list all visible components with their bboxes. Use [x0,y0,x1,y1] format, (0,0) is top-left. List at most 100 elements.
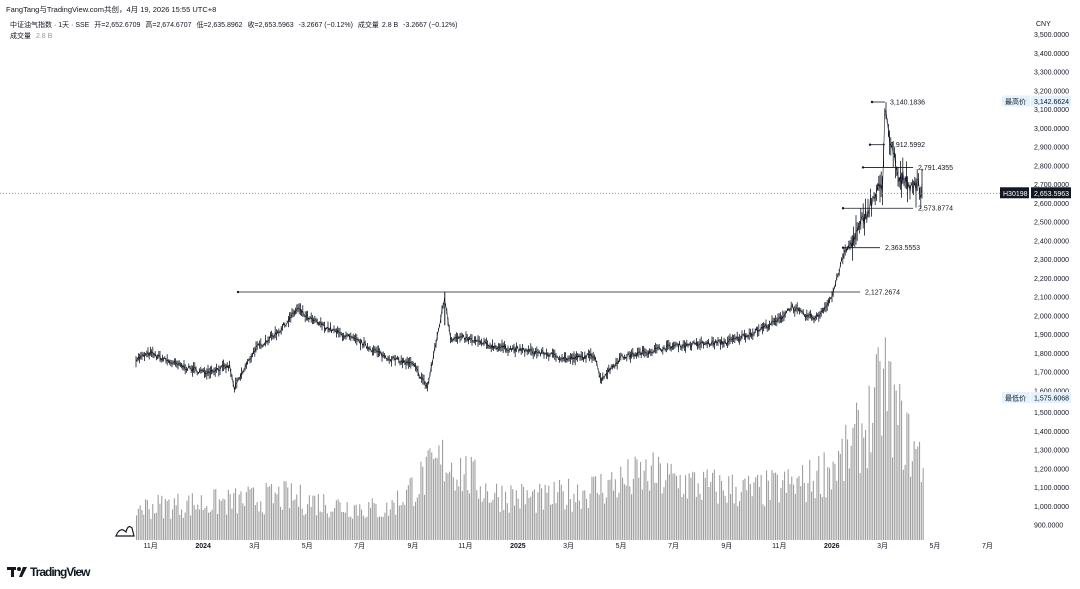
volume-bar [724,495,726,540]
time-tick-label: 7月 [982,542,993,550]
volume-bar [746,490,748,540]
volume-bar [494,492,496,540]
volume-bar [776,474,778,540]
volume-bar [906,412,908,540]
volume-bar [690,477,692,540]
watermark-icon [115,526,135,537]
volume-bar [591,476,593,540]
low-tag-value: 1,575.6068 [1034,396,1069,403]
volume-bar [535,512,537,540]
volume-bar [173,498,175,540]
volume-bar [852,427,854,540]
volume-bar [172,509,174,540]
volume-bar [814,498,816,540]
time-tick-label: 3月 [877,542,888,550]
annotation-anchor[interactable] [841,246,845,249]
volume-bar [161,495,163,540]
tradingview-branding[interactable]: TradingView [7,565,90,579]
volume-bar [600,474,602,540]
annotation-lines: 3,140.1836 2,912.5992 2,791.4355 2,573.8774… [236,100,953,326]
volume-bar [811,491,813,540]
volume-bar [456,479,458,540]
volume-bar [820,494,822,540]
price-tick-label: 2,800.0000 [1034,163,1069,170]
volume-bar [652,452,654,540]
price-tick-label: 2,500.0000 [1034,220,1069,227]
volume-bar [186,500,188,540]
price-tick-label: 1,700.0000 [1034,370,1069,377]
volume-bar [589,493,591,540]
volume-bar [771,470,773,540]
volume-row-value: 2.8 B [35,33,53,40]
volume-bar [379,516,381,540]
annotation-anchor[interactable] [868,143,872,146]
volume-bar [348,517,350,540]
volume-bar [143,514,145,540]
volume-bar [661,493,663,540]
volume-bar [730,494,732,540]
price-axis[interactable]: 3,500.0000 3,400.0000 3,300.0000 3,200.0000… [1034,32,1069,530]
volume-bar [276,494,278,540]
volume-bar [406,489,408,540]
volume-bar [595,476,597,540]
volume-bar [460,458,462,540]
volume-bar [145,499,147,540]
volume-bar [821,497,823,540]
annotation-anchor[interactable] [861,166,865,169]
volume-bar [884,337,886,540]
volume-bar [582,490,584,540]
time-tick-label: 2025 [510,543,526,550]
volume-bar [609,479,611,540]
volume-bar [839,454,841,540]
annotation-anchor[interactable] [870,100,874,104]
volume-bar [910,476,912,540]
volume-bar [515,490,517,540]
volume-bar [319,511,321,540]
volume-bar [400,505,402,540]
high-tag-value: 3,142.6624 [1034,99,1069,106]
volume-bar [874,387,876,540]
price-tick-label: 3,500.0000 [1034,32,1069,39]
volume-row-label[interactable]: 成交量 [10,33,31,40]
volume-bar [429,448,431,540]
symbol-title[interactable]: 中证油气指数 · 1天 · SSE [10,22,90,29]
volume-bar [920,482,922,540]
volume-bar [919,441,921,540]
volume-bar [577,484,579,540]
volume-bar [645,459,647,540]
volume-bar [613,490,615,540]
volume-bar [789,484,791,540]
volume-bar [611,472,613,540]
volume-bar [791,476,793,540]
volume-bar [758,487,760,540]
volume-bar [895,390,897,540]
volume-bar [708,487,710,540]
time-axis[interactable]: 11月 2024 3月 5月 7月 9月 11月 2025 3月 5月 7月 9月 11月 2026 3月 5… [144,542,993,550]
volume-bar [256,502,258,540]
close-value: 收=2,653.5963 [247,22,294,29]
volume-bar [838,450,840,540]
volume-bar [154,513,156,540]
last-symbol-tag-bg [1000,187,1029,199]
volume-bar [375,503,377,540]
volume-bar [830,489,832,540]
volume-bar [890,361,892,540]
price-tick-label: 3,200.0000 [1034,88,1069,95]
volume-bar [676,475,678,540]
volume-bar [438,445,440,540]
annotation-anchor[interactable] [841,207,845,210]
volume-bar [339,502,341,540]
volume-bar [879,361,881,540]
annotation-anchor[interactable] [236,290,240,294]
volume-bar [584,490,586,540]
volume-bar [607,480,609,540]
volume-bar [272,503,274,540]
volume-bar [316,515,318,540]
volume-bar [488,502,490,540]
volume-bar [451,462,453,540]
volume-bar [193,505,195,540]
volume-bar [728,476,730,540]
volume-bar [137,508,139,540]
currency-label[interactable]: CNY [1036,21,1051,28]
